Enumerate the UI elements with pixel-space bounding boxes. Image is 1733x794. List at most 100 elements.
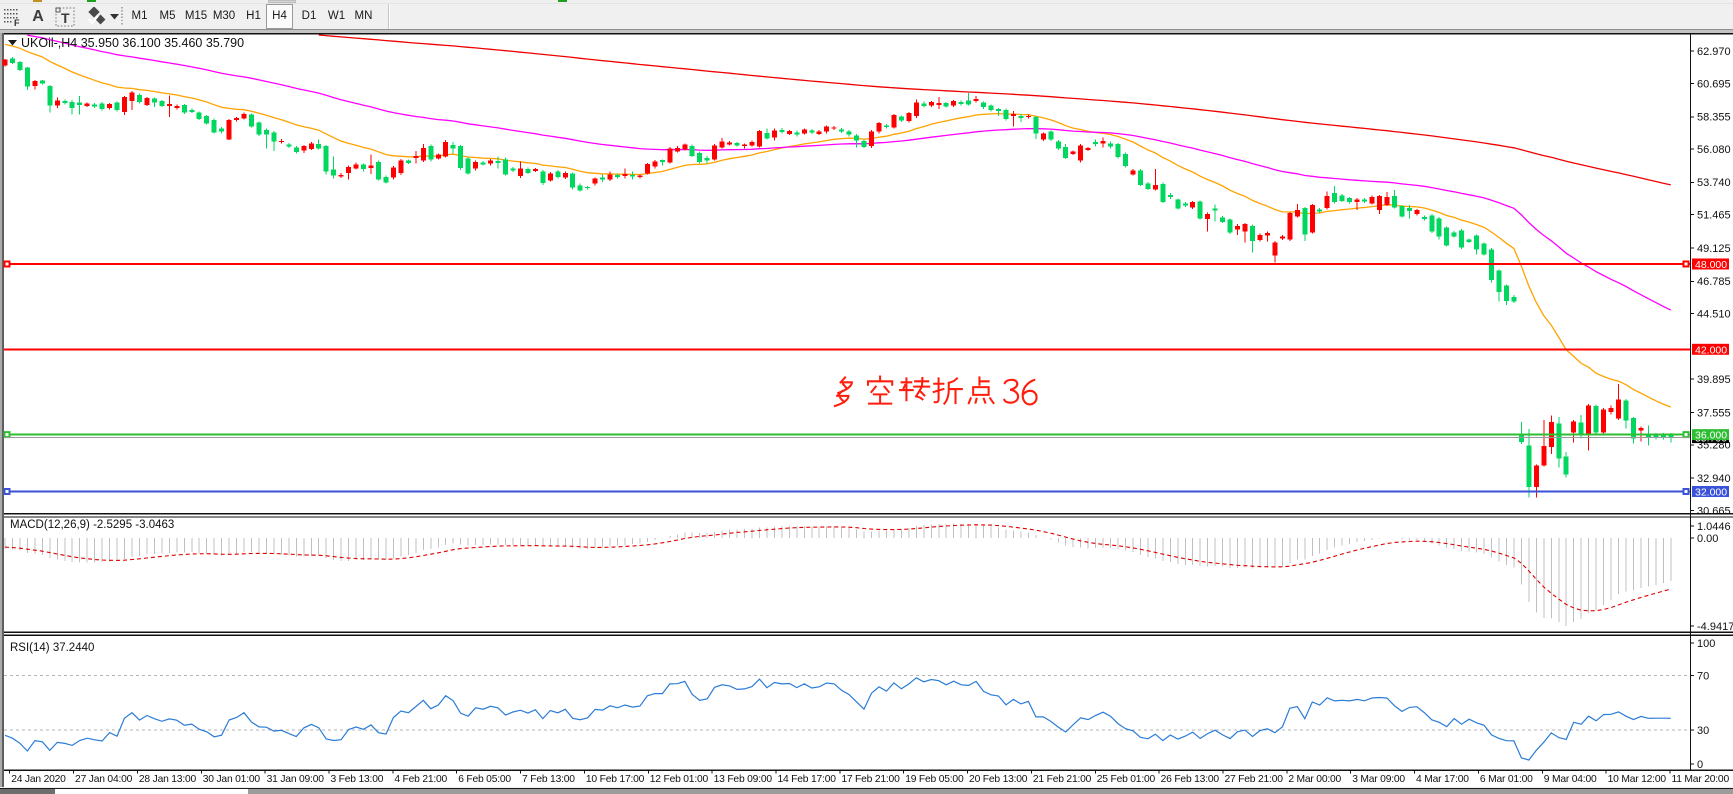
timeframe-button-h1[interactable]: H1 [246,10,261,22]
price-axis[interactable]: 62.970 60.695 58.355 56.080 53.740 51.465 49.1… [1690,46,1731,517]
date-axis-tick [1605,769,1607,774]
date-tick-label: 10 Mar 12:00 [1608,774,1667,785]
price-tick-label: 53.740 [1697,177,1731,189]
shapes-tool-icon[interactable] [84,5,108,28]
date-axis-tick [136,769,138,774]
hline-handle-center [5,489,9,493]
date-tick-label: 25 Feb 01:00 [1097,774,1156,785]
price-badge [1692,485,1729,497]
toolbar-drag-handle[interactable] [121,7,124,26]
date-tick-label: 19 Feb 05:00 [905,774,964,785]
timeframe-button-m15[interactable]: M15 [184,10,208,22]
pane-border [4,516,1733,518]
date-axis-tick [1669,769,1671,774]
price-axis-tick [1690,412,1694,414]
price-axis-tick [1690,280,1694,282]
price-axis-tick [1690,378,1694,380]
date-tick-label: 27 Jan 04:00 [75,774,133,785]
date-axis-tick [775,769,777,774]
date-tick-label: 28 Jan 13:00 [139,774,197,785]
timeframe-button-h4[interactable]: H4 [266,4,293,29]
date-axis-tick [1158,769,1160,774]
chart-annotation-text[interactable] [833,375,1038,408]
macd-label: MACD(12,26,9) -2.5295 -3.0463 [10,519,174,531]
timeframe-button-m5[interactable]: M5 [159,10,176,22]
date-axis-tick [583,769,585,774]
macd-axis-label: -4.9417 [1697,621,1733,633]
date-axis-tick [264,769,266,774]
price-tick-label: 44.510 [1697,308,1731,320]
price-axis-tick [1690,509,1694,511]
date-axis-tick [1222,769,1224,774]
rsi-axis-tick [1690,763,1694,765]
symbol-dropdown-icon[interactable] [8,40,17,46]
date-axis-tick [903,769,905,774]
hline-handle-center [1684,433,1688,437]
hline-32.000[interactable] [4,490,1690,493]
date-tick-label: 20 Feb 13:00 [969,774,1028,785]
price-axis-tick [1690,444,1694,446]
price-axis-tick [1690,313,1694,315]
timeframe-button-mn[interactable]: MN [354,10,373,22]
price-badge [1692,343,1729,355]
timeframe-button-m1[interactable]: M1 [131,10,148,22]
timeframe-button-w1[interactable]: W1 [327,10,346,22]
toolbar-icon-fragment [558,0,567,2]
toolbar-icon-fragment [33,0,42,2]
macd-axis-tick [1690,625,1694,627]
date-tick-label: 7 Feb 13:00 [522,774,575,785]
price-tick-label: 58.355 [1697,112,1731,124]
price-axis-tick [1690,148,1694,150]
price-axis-tick [1690,214,1694,216]
macd-signal-line [4,524,1671,612]
date-tick-label: 3 Feb 13:00 [330,774,383,785]
chart-background[interactable] [4,34,1733,787]
timeframe-button-m30[interactable]: M30 [212,10,236,22]
annotation-glyph [932,376,963,406]
timeframe-button-d1[interactable]: D1 [301,10,317,22]
rsi-axis-label: 0 [1697,759,1703,771]
price-tick-label: 37.555 [1697,407,1731,419]
rsi-axis-tick [1690,675,1694,677]
toolbar-icon-fragment [87,0,96,2]
date-tick-label: 6 Feb 05:00 [458,774,511,785]
time-axis[interactable]: 24 Jan 2020 27 Jan 04:00 28 Jan 13:00 30 Ja… [9,769,1730,786]
bottom-chart-tab[interactable] [55,789,248,794]
price-tick-label: 30.665 [1697,505,1731,517]
horizontal-lines[interactable] [3,260,1691,495]
price-tick-label: 60.695 [1697,78,1731,90]
date-axis-tick [1030,769,1032,774]
fibonacci-tool-icon[interactable]: F [2,5,24,28]
hline-handle-center [1684,262,1688,266]
date-axis-tick [1094,769,1096,774]
text-tool-icon[interactable]: T [52,5,78,28]
chart-toolbar: F A T M1 M5 M15 M30 H1 H4 D1 [0,4,1733,29]
window-left-border [0,33,2,787]
ma-slow-line [318,34,1671,186]
rsi-axis-label: 100 [1697,638,1715,650]
hline-42.000[interactable] [4,348,1690,351]
hline-handle-center [5,262,9,266]
date-axis-tick [1414,769,1416,774]
window-bottom-strip [0,788,1733,794]
date-tick-label: 4 Mar 17:00 [1416,774,1469,785]
date-tick-label: 12 Feb 01:00 [650,774,709,785]
date-axis-tick [392,769,394,774]
pane-border [4,513,1733,515]
date-tick-label: 30 Jan 01:00 [203,774,261,785]
chart-title: UKOil-,H4 35.950 36.100 35.460 35.790 [21,36,244,50]
window-edge [0,29,1733,34]
date-tick-label: 9 Mar 04:00 [1544,774,1597,785]
price-tick-label: 56.080 [1697,144,1731,156]
chart-area[interactable]: 62.970 60.695 58.355 56.080 53.740 51.465 49.1… [0,33,1733,788]
hline-36.000[interactable] [4,433,1690,436]
shapes-dropdown-arrow-icon[interactable] [108,5,122,28]
price-badge-label: 36.000 [1695,430,1727,442]
svg-text:F: F [14,18,20,27]
chart-panes [0,33,1733,787]
price-badge [1692,429,1729,441]
hline-48.000[interactable] [4,262,1690,265]
text-label-tool-icon[interactable]: A [32,7,44,25]
price-badge-label: 48.000 [1695,259,1727,271]
